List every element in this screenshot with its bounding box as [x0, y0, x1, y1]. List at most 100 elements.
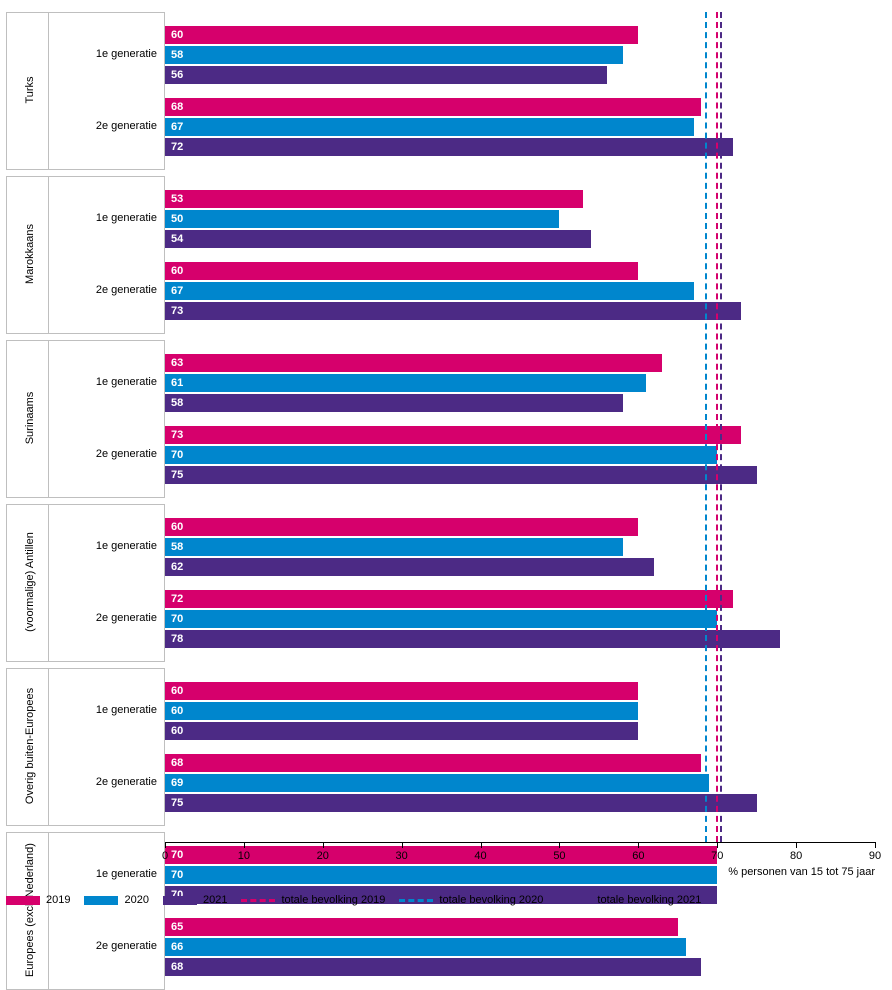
bar-value-label: 72: [165, 590, 183, 608]
bar-value-label: 78: [165, 630, 183, 648]
legend-swatch: [84, 896, 118, 905]
x-axis-line: [165, 842, 875, 843]
legend-swatch-dashed: [399, 899, 433, 902]
bar-y2020: [165, 538, 623, 556]
x-tick: [796, 842, 797, 848]
bar-y2021: [165, 722, 638, 740]
bar-value-label: 63: [165, 354, 183, 372]
bar-y2021: [165, 958, 701, 976]
legend-swatch: [6, 896, 40, 905]
x-tick: [323, 842, 324, 848]
bar-value-label: 75: [165, 794, 183, 812]
bar-value-label: 60: [165, 262, 183, 280]
bar-value-label: 61: [165, 374, 183, 392]
group-divider: [48, 668, 49, 826]
x-tick-label: 70: [711, 850, 723, 862]
group-divider: [48, 504, 49, 662]
group-label: Europees (excl. Nederland): [24, 831, 36, 989]
x-tick: [875, 842, 876, 848]
legend-item-ref: totale bevolking 2020: [399, 894, 543, 906]
bar-y2019: [165, 682, 638, 700]
bar-y2020: [165, 702, 638, 720]
legend-item-y2019: 2019: [6, 894, 70, 906]
x-tick-label: 80: [790, 850, 802, 862]
bar-y2020: [165, 610, 717, 628]
legend-item-ref: totale bevolking 2021: [557, 894, 701, 906]
legend-label: 2021: [203, 894, 227, 906]
x-tick-label: 50: [553, 850, 565, 862]
bar-y2019: [165, 518, 638, 536]
bar-y2021: [165, 394, 623, 412]
x-tick-label: 20: [317, 850, 329, 862]
bar-y2019: [165, 190, 583, 208]
reference-line: [716, 12, 718, 842]
bar-value-label: 67: [165, 282, 183, 300]
bar-y2021: [165, 466, 757, 484]
group-label: Marokkaans: [24, 175, 36, 333]
bar-value-label: 58: [165, 46, 183, 64]
bar-y2020: [165, 866, 717, 884]
bar-value-label: 60: [165, 722, 183, 740]
group-label: Overig buiten-Europees: [24, 667, 36, 825]
legend-label: 2020: [124, 894, 148, 906]
bar-value-label: 73: [165, 302, 183, 320]
bar-value-label: 60: [165, 518, 183, 536]
x-tick-label: 40: [474, 850, 486, 862]
bar-y2021: [165, 230, 591, 248]
group-divider: [48, 832, 49, 990]
bar-value-label: 60: [165, 682, 183, 700]
bar-y2019: [165, 262, 638, 280]
bar-y2020: [165, 374, 646, 392]
bar-y2019: [165, 354, 662, 372]
bar-y2020: [165, 118, 694, 136]
legend-label: totale bevolking 2021: [597, 894, 701, 906]
bar-y2021: [165, 138, 733, 156]
bar-y2019: [165, 26, 638, 44]
bar-y2020: [165, 774, 709, 792]
x-tick-label: 10: [238, 850, 250, 862]
x-tick: [717, 842, 718, 848]
x-tick: [559, 842, 560, 848]
x-tick: [638, 842, 639, 848]
reference-line: [720, 12, 722, 842]
x-tick-label: 30: [396, 850, 408, 862]
bar-y2021: [165, 794, 757, 812]
bar-y2021: [165, 66, 607, 84]
bar-value-label: 56: [165, 66, 183, 84]
bar-y2020: [165, 938, 686, 956]
bar-value-label: 68: [165, 958, 183, 976]
legend-item-y2021: 2021: [163, 894, 227, 906]
bar-y2019: [165, 98, 701, 116]
bar-value-label: 58: [165, 538, 183, 556]
bar-value-label: 68: [165, 98, 183, 116]
bar-value-label: 60: [165, 26, 183, 44]
x-tick: [481, 842, 482, 848]
x-tick-label: 90: [869, 850, 881, 862]
bar-value-label: 53: [165, 190, 183, 208]
bar-value-label: 73: [165, 426, 183, 444]
bar-value-label: 62: [165, 558, 183, 576]
legend-item-ref: totale bevolking 2019: [241, 894, 385, 906]
x-tick: [244, 842, 245, 848]
group-divider: [48, 340, 49, 498]
bar-value-label: 54: [165, 230, 183, 248]
bar-value-label: 69: [165, 774, 183, 792]
legend-item-y2020: 2020: [84, 894, 148, 906]
bar-y2019: [165, 918, 678, 936]
legend: 2019 2020 2021 totale bevolking 2019 totale …: [6, 894, 886, 906]
bar-y2019: [165, 754, 701, 772]
reference-line: [705, 12, 707, 842]
legend-swatch-dashed: [241, 899, 275, 902]
bar-y2021: [165, 558, 654, 576]
group-label: Turks: [24, 11, 36, 169]
legend-label: totale bevolking 2019: [281, 894, 385, 906]
bar-value-label: 70: [165, 866, 183, 884]
group-divider: [48, 176, 49, 334]
bar-value-label: 66: [165, 938, 183, 956]
bar-value-label: 70: [165, 446, 183, 464]
group-divider: [48, 12, 49, 170]
bar-value-label: 70: [165, 610, 183, 628]
legend-label: 2019: [46, 894, 70, 906]
bar-value-label: 68: [165, 754, 183, 772]
bar-value-label: 60: [165, 702, 183, 720]
